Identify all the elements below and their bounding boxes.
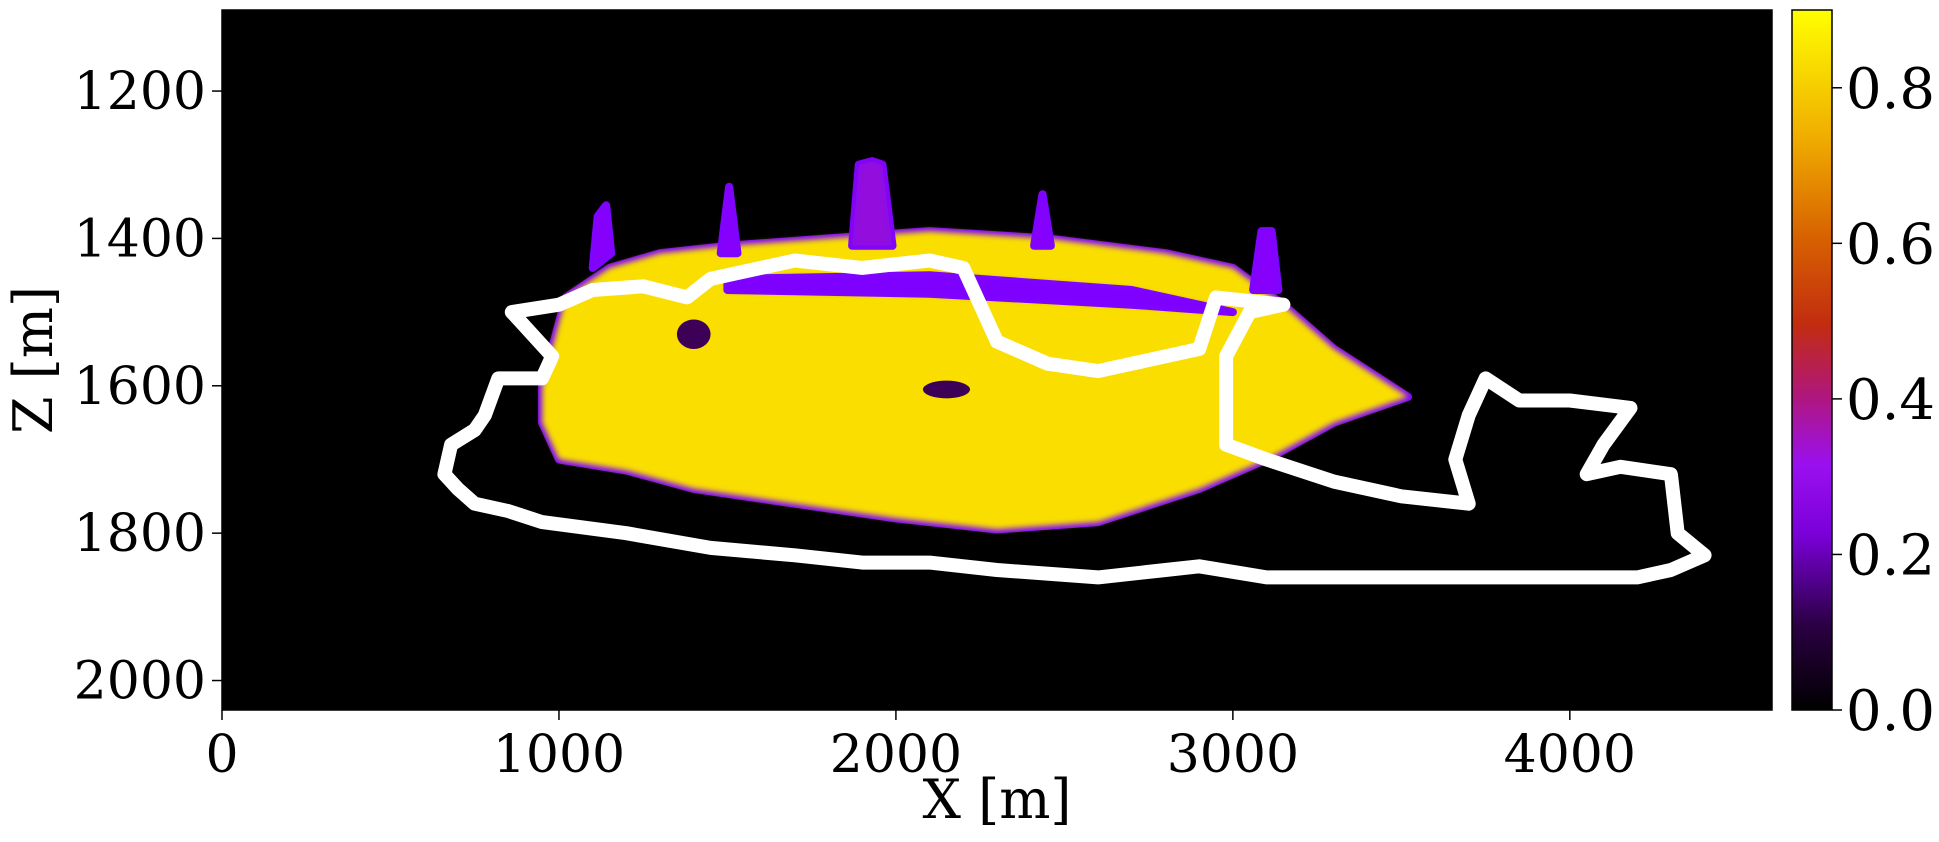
- outer-contour: [437, 253, 1712, 585]
- plume-finger-5: [1249, 227, 1283, 294]
- plume-finger-3: [848, 157, 897, 250]
- colorbar-gradient: [1791, 9, 1833, 711]
- x-tick-label: 4000: [1504, 725, 1636, 785]
- x-tick-label: 2000: [830, 725, 962, 785]
- x-tick-label: 3000: [1167, 725, 1299, 785]
- dark-lens-1: [922, 380, 971, 399]
- colorbar-tick-label: 0.4: [1846, 368, 1935, 433]
- colorbar: 0.0 0.2 0.4 0.6 0.8: [1791, 9, 1935, 744]
- y-tick-label: 1800: [74, 504, 206, 564]
- colorbar-ticks: 0.0 0.2 0.4 0.6 0.8: [1832, 57, 1935, 744]
- y-tick-label: 1600: [74, 357, 206, 417]
- x-tick-label: 0: [205, 725, 238, 785]
- y-axis-ticks: 1200 1400 1600 1800 2000: [74, 62, 222, 712]
- saturation-field: [538, 157, 1413, 534]
- plume-finger-1: [588, 201, 616, 272]
- y-tick-label: 1400: [74, 209, 206, 269]
- colorbar-tick-label: 0.2: [1846, 523, 1935, 588]
- x-axis-label: X [m]: [923, 768, 1072, 831]
- x-tick-label: 1000: [493, 725, 625, 785]
- contour-layer: [437, 253, 1712, 585]
- dark-lens-2: [676, 319, 711, 349]
- plume-finger-4: [1030, 190, 1055, 250]
- y-axis-label: Z [m]: [2, 286, 65, 434]
- y-tick-label: 1200: [74, 62, 206, 122]
- colorbar-tick-label: 0.8: [1846, 57, 1935, 122]
- colorbar-tick-label: 0.6: [1846, 212, 1935, 277]
- y-tick-label: 2000: [74, 652, 206, 712]
- x-axis-ticks: 0 1000 2000 3000 4000: [205, 710, 1636, 785]
- plot-frame: [221, 9, 1773, 711]
- colorbar-tick-label: 0.0: [1846, 679, 1935, 744]
- plume-finger-2: [716, 182, 742, 258]
